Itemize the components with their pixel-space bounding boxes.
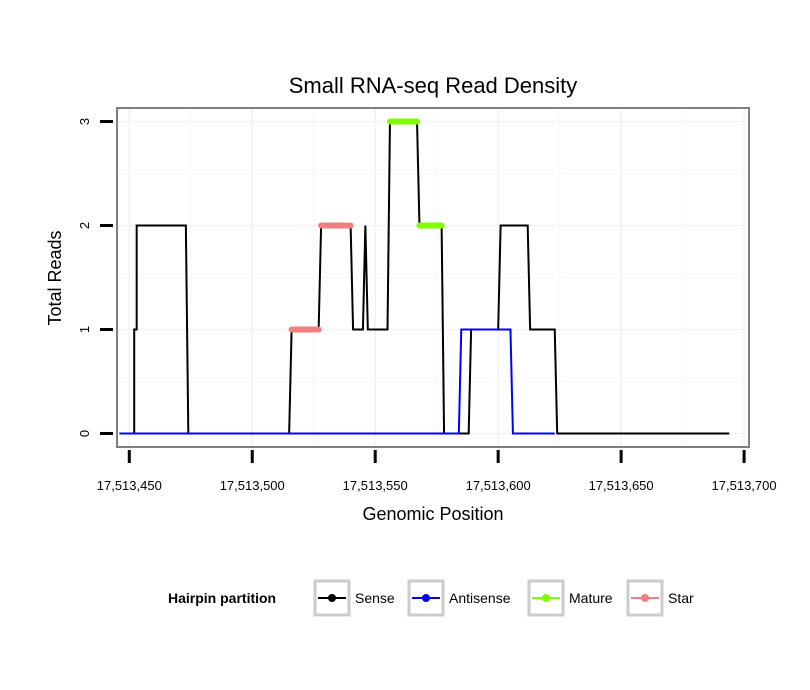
legend-key-point-star — [641, 594, 649, 602]
x-tick-label: 17,513,450 — [97, 478, 162, 493]
chart-title: Small RNA-seq Read Density — [289, 73, 578, 98]
series-line-sense — [119, 120, 730, 435]
x-tick-label: 17,513,600 — [466, 478, 531, 493]
x-tick-label: 17,513,700 — [712, 478, 777, 493]
legend-label-antisense: Antisense — [449, 590, 511, 606]
plot-panel-border — [116, 107, 750, 448]
legend-label-star: Star — [668, 590, 694, 606]
legend: Hairpin partition Sense Antisense Mature St… — [168, 579, 694, 617]
x-tick-label: 17,513,550 — [343, 478, 408, 493]
legend-title: Hairpin partition — [168, 590, 276, 606]
x-axis-title: Genomic Position — [362, 504, 503, 524]
x-axis: 17,513,450 17,513,500 17,513,550 17,513,600… — [97, 450, 777, 493]
y-axis: 0 1 2 3 — [77, 118, 113, 437]
x-tick-label: 17,513,500 — [220, 478, 285, 493]
series-line-antisense — [119, 328, 555, 435]
y-tick-label: 0 — [77, 430, 92, 437]
y-tick-label: 1 — [77, 326, 92, 333]
legend-key-point-mature — [542, 594, 550, 602]
y-tick-label: 2 — [77, 222, 92, 229]
y-tick-label: 3 — [77, 118, 92, 125]
legend-key-point-sense — [328, 594, 336, 602]
legend-label-sense: Sense — [355, 590, 395, 606]
legend-label-mature: Mature — [569, 590, 613, 606]
legend-key-point-antisense — [422, 594, 430, 602]
plot-series — [119, 118, 730, 435]
x-tick-label: 17,513,650 — [589, 478, 654, 493]
y-axis-title: Total Reads — [45, 230, 65, 325]
grid-lines — [117, 108, 749, 447]
